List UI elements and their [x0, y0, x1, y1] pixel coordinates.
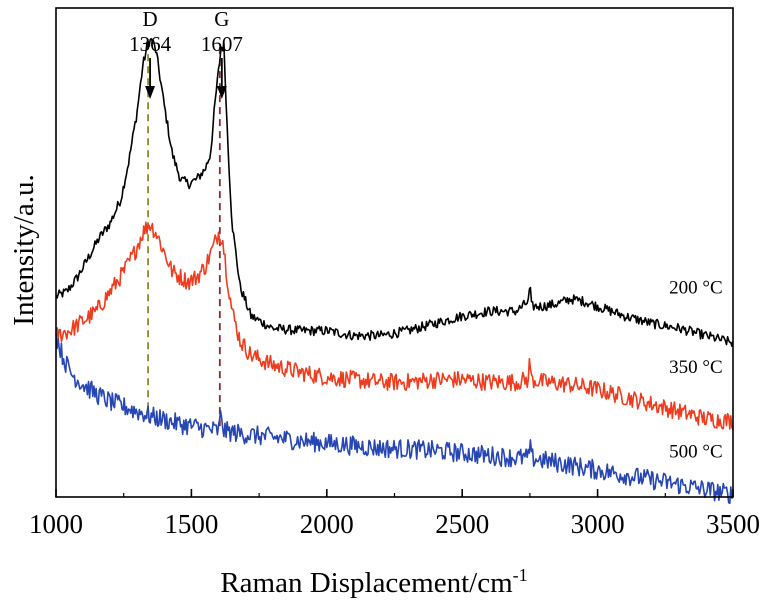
series-labels: 200 °C 350 °C 500 °C — [669, 278, 723, 463]
peak-arrow-head-g — [216, 86, 227, 99]
x-tick-label: 1000 — [29, 509, 83, 539]
x-axis-title-text: Raman Displacement/cm — [220, 567, 513, 599]
peak-letter-g: G — [214, 7, 229, 31]
x-tick-label: 1500 — [164, 509, 218, 539]
series-line-200c — [55, 38, 734, 347]
x-axis-title-superscript: -1 — [513, 565, 528, 585]
series-line-500c — [55, 332, 734, 505]
series-group — [55, 38, 734, 505]
peak-arrow-head-d — [145, 86, 156, 99]
peak-value-g: 1607 — [201, 32, 243, 56]
x-tick-label: 3000 — [571, 509, 625, 539]
series-label: 500 °C — [669, 442, 723, 463]
series-label: 350 °C — [669, 357, 723, 378]
x-tick-label: 2500 — [435, 509, 489, 539]
peak-letter-d: D — [142, 7, 157, 31]
x-tick-label: 3500 — [706, 509, 760, 539]
series-label: 200 °C — [669, 278, 723, 299]
y-axis-title: Intensity/a.u. — [8, 174, 40, 325]
axes: 1000 1500 2000 2500 3000 3500 — [29, 7, 760, 539]
x-tick-label: 2000 — [300, 509, 354, 539]
x-axis-title: Raman Displacement/cm-1 — [220, 565, 527, 599]
series-line-350c — [55, 221, 734, 431]
